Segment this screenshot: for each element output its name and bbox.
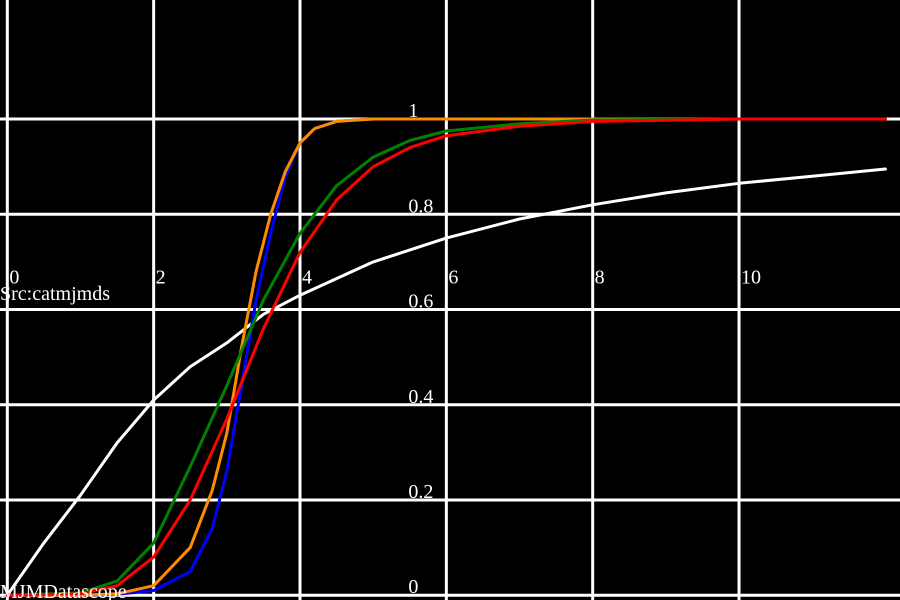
y-tick-label: 0 (408, 576, 418, 598)
series-lines (5, 117, 887, 597)
y-tick-label: 0.4 (408, 386, 433, 408)
y-tick-label: 1 (408, 100, 418, 122)
brand-annotation: MJMDatascope (0, 581, 127, 600)
source-annotation: Src:catmjmds (0, 283, 110, 305)
series-line-3 (5, 117, 887, 597)
y-tick-label: 0.6 (408, 291, 433, 313)
tick-labels: 0 2 4 6 8 10 0 0.2 0.4 0.6 0.8 1 (9, 100, 761, 598)
series-line-4 (5, 117, 887, 597)
x-tick-label: 0 (9, 266, 19, 288)
x-tick-label: 6 (448, 266, 458, 288)
y-tick-label: 0.8 (408, 195, 433, 217)
x-tick-label: 2 (156, 266, 166, 288)
x-tick-label: 8 (595, 266, 605, 288)
x-tick-label: 10 (741, 266, 761, 288)
series-line-0 (5, 167, 887, 597)
series-line-2 (5, 117, 887, 597)
y-tick-label: 0.2 (408, 481, 433, 503)
x-tick-label: 4 (302, 266, 312, 288)
